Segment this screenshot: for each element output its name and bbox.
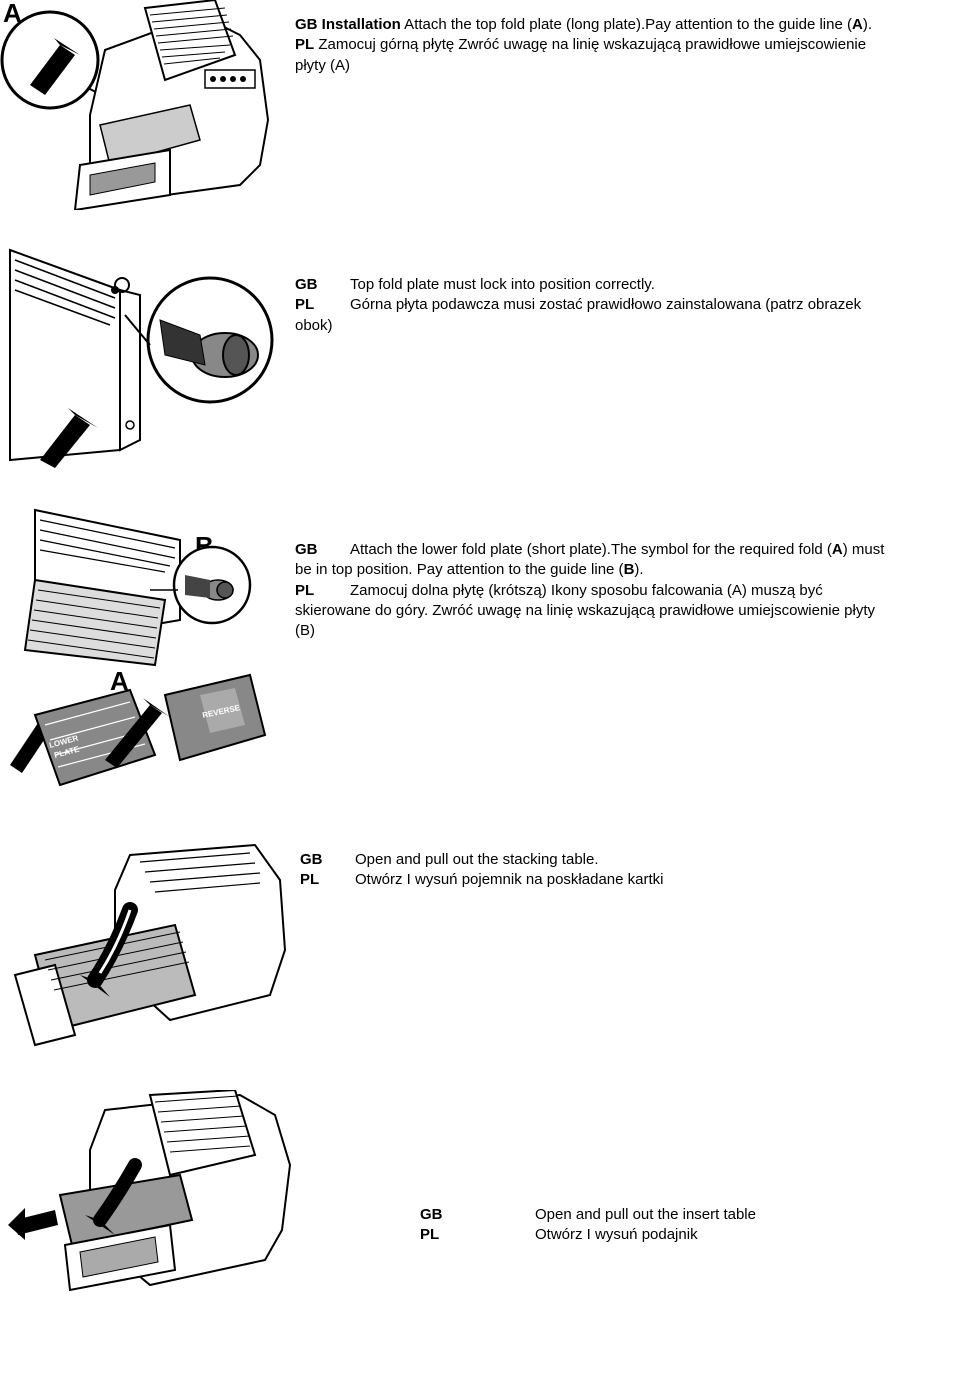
gb-label-5: GB xyxy=(420,1205,535,1225)
gb-label-3: GB xyxy=(295,540,350,560)
section2-gb: GBTop fold plate must lock into position… xyxy=(295,275,885,295)
gb-text3a: Attach the lower fold plate (short plate… xyxy=(350,541,832,558)
gb-text1: Attach the top fold plate (long plate).P… xyxy=(401,16,852,33)
section5-pl: PLOtwórz I wysuń podajnik xyxy=(420,1225,756,1245)
section-3: B A LOWER PLATE REVERSE xyxy=(0,500,960,810)
section1-pl: PL Zamocuj górną płytę Zwróć uwagę na li… xyxy=(295,35,885,76)
illustration-3: B A LOWER PLATE REVERSE xyxy=(0,500,285,810)
text-block-4: GBOpen and pull out the stacking table. … xyxy=(290,840,663,891)
illustration-4 xyxy=(0,840,290,1060)
gb-text-5: Open and pull out the insert table xyxy=(535,1206,756,1223)
section-4: GBOpen and pull out the stacking table. … xyxy=(0,840,960,1060)
pl-text-5: Otwórz I wysuń podajnik xyxy=(535,1226,698,1243)
section3-pl: PLZamocuj dolna płytę (krótszą) Ikony sp… xyxy=(295,581,885,642)
text-block-2: GBTop fold plate must lock into position… xyxy=(285,240,885,336)
pl-label-3: PL xyxy=(295,581,350,601)
gb-text-4: Open and pull out the stacking table. xyxy=(355,851,599,868)
text-block-1: GB Installation Attach the top fold plat… xyxy=(285,0,885,76)
illustration-5 xyxy=(0,1090,295,1310)
illustration-1: A xyxy=(0,0,285,210)
pl-text-2: Górna płyta podawcza musi zostać prawidł… xyxy=(295,296,861,333)
gb-label-2: GB xyxy=(295,275,350,295)
gb-text-2: Top fold plate must lock into position c… xyxy=(350,276,655,293)
section4-pl: PLOtwórz I wysuń pojemnik na poskładane … xyxy=(300,870,663,890)
section2-pl: PLGórna płyta podawcza musi zostać prawi… xyxy=(295,295,885,336)
gb-label: GB Installation xyxy=(295,16,401,33)
pl-text-3: Zamocuj dolna płytę (krótszą) Ikony spos… xyxy=(295,582,875,640)
text-block-5: GBOpen and pull out the insert table PLO… xyxy=(295,1090,756,1246)
pl-label-4: PL xyxy=(300,870,355,890)
pl-label-2: PL xyxy=(295,295,350,315)
gb-bold-a: A xyxy=(852,16,863,33)
gb-bold-b3: B xyxy=(624,561,635,578)
section5-gb: GBOpen and pull out the insert table xyxy=(420,1205,756,1225)
pl-text-4: Otwórz I wysuń pojemnik na poskładane ka… xyxy=(355,871,663,888)
pl-text: Zamocuj górną płytę Zwróć uwagę na linię… xyxy=(295,36,866,73)
gb-label-4: GB xyxy=(300,850,355,870)
pl-label: PL xyxy=(295,36,314,53)
gb-text2: ). xyxy=(863,16,872,33)
section4-gb: GBOpen and pull out the stacking table. xyxy=(300,850,663,870)
section3-gb: GBAttach the lower fold plate (short pla… xyxy=(295,540,885,581)
section-1: A xyxy=(0,0,960,210)
section-2: GBTop fold plate must lock into position… xyxy=(0,240,960,470)
gb-text3c: ). xyxy=(634,561,643,578)
text-block-3: GBAttach the lower fold plate (short pla… xyxy=(285,500,885,641)
section1-gb: GB Installation Attach the top fold plat… xyxy=(295,15,885,35)
pl-label-5: PL xyxy=(420,1225,535,1245)
gb-bold-a3: A xyxy=(832,541,843,558)
illustration-2 xyxy=(0,240,285,470)
section-5: GBOpen and pull out the insert table PLO… xyxy=(0,1090,960,1310)
